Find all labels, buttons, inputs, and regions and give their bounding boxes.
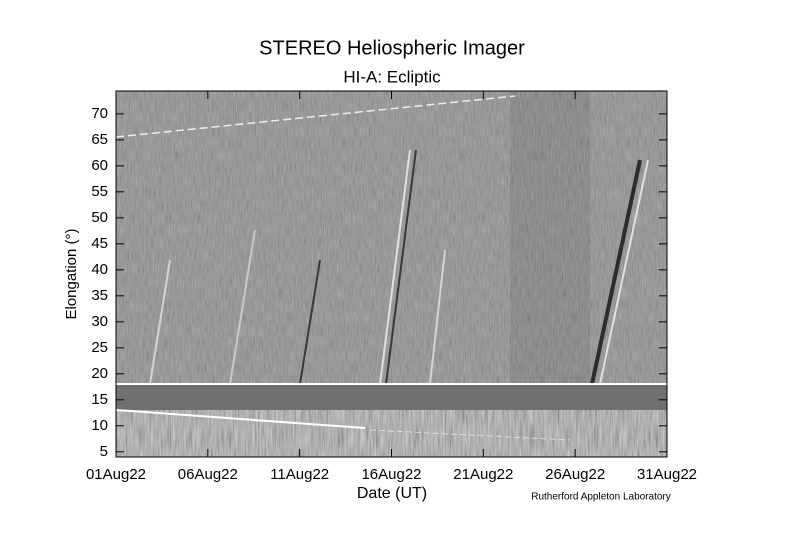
y-tick-label: 30: [91, 313, 108, 330]
y-tick-label: 5: [100, 443, 108, 460]
y-tick-label: 60: [91, 157, 108, 174]
image: [116, 91, 667, 457]
y-tick-label: 50: [91, 209, 108, 226]
credit: Rutherford Appleton Laboratory: [531, 492, 671, 503]
x-tick-label: 26Aug22: [545, 466, 605, 483]
chart-subtitle: HI-A: Ecliptic: [343, 67, 441, 86]
x-tick-label: 21Aug22: [453, 466, 513, 483]
x-tick-label: 16Aug22: [361, 466, 421, 483]
y-axis-label: Elongation (°): [63, 228, 80, 319]
y-tick-label: 40: [91, 261, 108, 278]
y-tick-label: 15: [91, 391, 108, 408]
y-tick-label: 35: [91, 287, 108, 304]
y-tick-label: 45: [91, 235, 108, 252]
y-tick-label: 10: [91, 417, 108, 434]
x-tick-label: 11Aug22: [270, 466, 329, 483]
x-tick-label: 31Aug22: [637, 466, 697, 483]
y-tick-label: 70: [91, 105, 108, 122]
x-tick-label: 06Aug22: [178, 466, 238, 483]
y-tick-label: 20: [91, 365, 108, 382]
x-axis-label: Date (UT): [357, 485, 427, 502]
y-tick-label: 25: [91, 339, 108, 356]
y-tick-label: 55: [91, 183, 108, 200]
chart-title: STEREO Heliospheric Imager: [259, 37, 525, 59]
x-tick-label: 01Aug22: [86, 466, 146, 483]
y-tick-label: 65: [91, 131, 108, 148]
